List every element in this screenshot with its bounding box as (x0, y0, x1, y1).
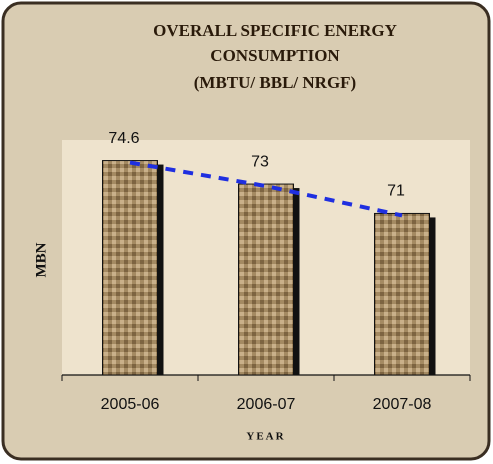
chart-title: OVERALL SPECIFIC ENERGY (153, 21, 397, 40)
bar (238, 183, 294, 376)
chart-title: (MBTU/ BBL/ NRGF) (194, 73, 356, 92)
chart-title: CONSUMPTION (210, 46, 340, 65)
y-axis-label: MBN (33, 242, 49, 277)
x-axis-label: YEAR (246, 431, 285, 443)
x-tick-label: 2007-08 (373, 396, 432, 413)
bar (102, 160, 158, 376)
x-tick-label: 2006-07 (237, 396, 296, 413)
x-tick-label: 2005-06 (101, 396, 160, 413)
data-label: 71 (387, 183, 405, 200)
bar (374, 212, 430, 376)
data-label: 74.6 (108, 130, 139, 147)
data-label: 73 (251, 153, 269, 170)
